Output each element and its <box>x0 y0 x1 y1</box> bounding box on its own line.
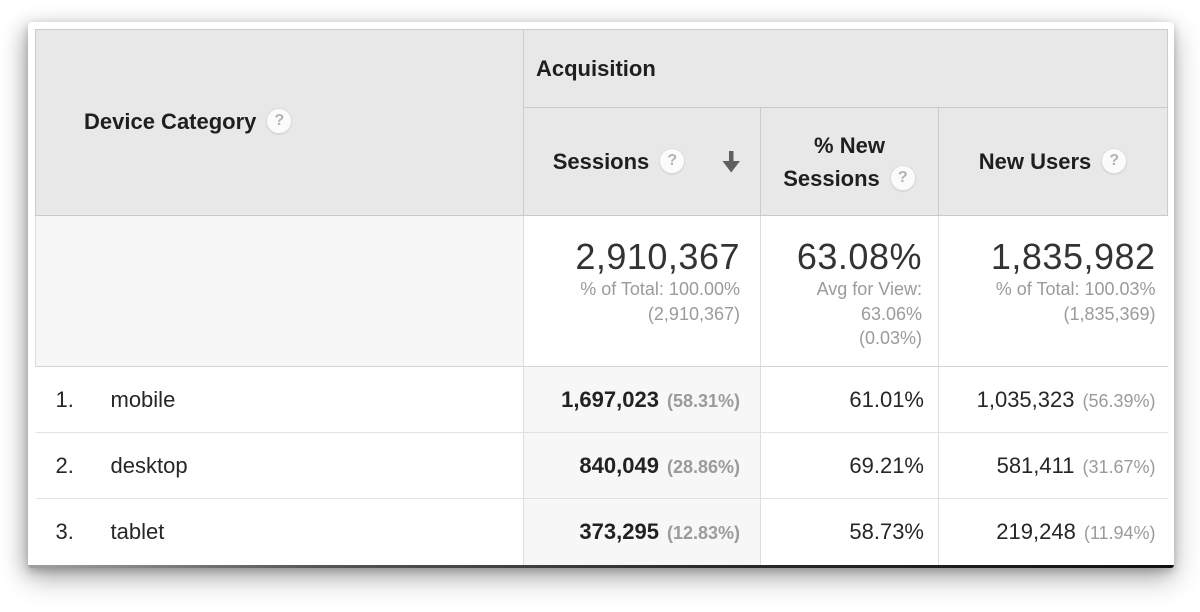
new-sessions-avg-delta: (0.03%) <box>858 327 922 348</box>
new-sessions-column-header[interactable]: % New Sessions? <box>760 107 939 216</box>
sessions-pct: (12.83%) <box>666 522 740 543</box>
table-row: 1. mobile 1,697,023 (58.31%) 61.01% 1,035,… <box>35 366 1168 433</box>
new-sessions-cell: 69.21% <box>760 432 939 499</box>
new-users-column-header[interactable]: New Users? <box>937 107 1169 216</box>
sort-descending-icon[interactable] <box>720 150 742 174</box>
new-users-value: 219,248 <box>996 518 1076 544</box>
device-category-label: Device Category <box>84 108 257 134</box>
sessions-column-header[interactable]: Sessions? <box>523 107 761 216</box>
sessions-total: 2,910,367 <box>575 236 740 277</box>
new-users-pct: (11.94%) <box>1083 522 1156 543</box>
new-users-total-pct: % of Total: 100.03% <box>995 279 1156 300</box>
acquisition-group-header: Acquisition <box>522 29 1169 108</box>
sessions-pct: (28.86%) <box>666 456 740 477</box>
new-users-total-abs: (1,835,369) <box>1063 303 1156 324</box>
help-icon[interactable]: ? <box>889 164 916 191</box>
analytics-table: Device Category? Acquisition Sessions? %… <box>35 29 1169 565</box>
screenshot-frame: Device Category? Acquisition Sessions? %… <box>28 22 1174 568</box>
sessions-cell: 1,697,023 (58.31%) <box>523 366 761 433</box>
device-label[interactable]: mobile <box>110 386 176 412</box>
new-users-pct: (56.39%) <box>1082 390 1156 411</box>
new-sessions-value: 58.73% <box>849 518 924 544</box>
new-users-value: 1,035,323 <box>976 386 1075 412</box>
row-index: 3. <box>55 518 74 544</box>
sessions-value: 1,697,023 <box>561 386 659 412</box>
device-cell: 1. mobile <box>35 366 524 433</box>
sessions-label: Sessions <box>552 149 650 174</box>
summary-new-sessions-cell: 63.08% Avg for View: 63.06% (0.03%) <box>760 215 939 367</box>
row-index: 2. <box>55 452 74 478</box>
new-sessions-total: 63.08% <box>796 236 922 277</box>
new-sessions-avg-label: Avg for View: <box>816 279 922 300</box>
sessions-cell: 840,049 (28.86%) <box>523 432 761 499</box>
new-users-cell: 219,248 (11.94%) <box>937 498 1168 565</box>
help-icon[interactable]: ? <box>266 108 293 135</box>
new-sessions-cell: 58.73% <box>760 498 939 565</box>
new-users-value: 581,411 <box>996 452 1075 478</box>
sessions-cell: 373,295 (12.83%) <box>523 498 761 565</box>
new-users-cell: 1,035,323 (56.39%) <box>937 366 1168 433</box>
table-row: 3. tablet 373,295 (12.83%) 58.73% 219,248 (… <box>35 498 1168 565</box>
acquisition-label: Acquisition <box>536 55 656 81</box>
table-row: 2. desktop 840,049 (28.86%) 69.21% 581,411… <box>35 432 1168 499</box>
new-users-cell: 581,411 (31.67%) <box>937 432 1168 499</box>
new-sessions-avg-value: 63.06% <box>860 303 922 324</box>
device-category-header[interactable]: Device Category? <box>35 29 524 216</box>
sessions-total-abs: (2,910,367) <box>647 303 740 324</box>
sessions-total-pct: % of Total: 100.00% <box>580 279 740 300</box>
new-users-total: 1,835,982 <box>990 236 1156 277</box>
new-sessions-value: 61.01% <box>849 386 924 412</box>
summary-row: 2,910,367 % of Total: 100.00% (2,910,367… <box>35 215 1168 367</box>
new-users-label: New Users <box>978 149 1092 174</box>
sessions-value: 373,295 <box>579 518 659 544</box>
device-cell: 3. tablet <box>35 498 524 565</box>
sessions-value: 840,049 <box>579 452 659 478</box>
new-users-pct: (31.67%) <box>1082 456 1156 477</box>
new-sessions-value: 69.21% <box>849 452 924 478</box>
new-sessions-cell: 61.01% <box>760 366 939 433</box>
summary-device-cell <box>35 215 524 367</box>
row-index: 1. <box>55 386 74 412</box>
help-icon[interactable]: ? <box>1101 148 1128 175</box>
help-icon[interactable]: ? <box>659 148 686 175</box>
cropped-content-edge <box>28 564 1174 568</box>
new-sessions-label: % New Sessions <box>783 132 885 191</box>
device-label[interactable]: desktop <box>110 452 188 478</box>
summary-new-users-cell: 1,835,982 % of Total: 100.03% (1,835,369… <box>937 215 1168 367</box>
sessions-pct: (58.31%) <box>666 390 740 411</box>
summary-sessions-cell: 2,910,367 % of Total: 100.00% (2,910,367… <box>523 215 761 367</box>
device-cell: 2. desktop <box>35 432 524 499</box>
device-label[interactable]: tablet <box>110 518 165 544</box>
